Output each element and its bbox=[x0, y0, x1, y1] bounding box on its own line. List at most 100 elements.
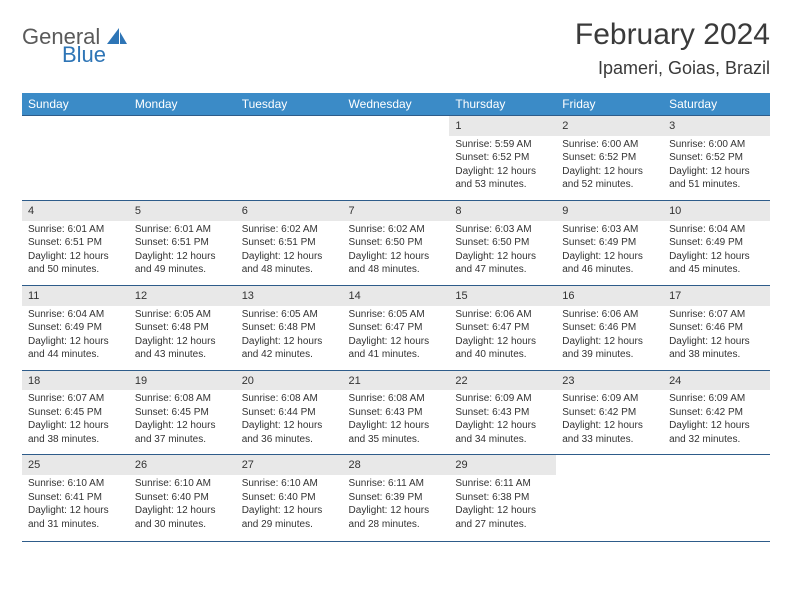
daylight-line: Daylight: 12 hours and 42 minutes. bbox=[242, 335, 337, 362]
sunset-line: Sunset: 6:49 PM bbox=[562, 236, 657, 250]
daylight-line: Daylight: 12 hours and 52 minutes. bbox=[562, 165, 657, 192]
day-data-cell: Sunrise: 6:09 AMSunset: 6:42 PMDaylight:… bbox=[663, 390, 770, 455]
daynum-cell: 25 bbox=[22, 455, 129, 475]
day-data-cell: Sunrise: 6:05 AMSunset: 6:48 PMDaylight:… bbox=[129, 306, 236, 371]
daynum-cell: 21 bbox=[343, 370, 450, 390]
sunset-line: Sunset: 6:51 PM bbox=[28, 236, 123, 250]
sunrise-line: Sunrise: 6:08 AM bbox=[135, 392, 230, 406]
sunrise-line: Sunrise: 6:09 AM bbox=[669, 392, 764, 406]
daylight-line: Daylight: 12 hours and 35 minutes. bbox=[349, 419, 444, 446]
sunrise-line: Sunrise: 6:09 AM bbox=[562, 392, 657, 406]
daynum-cell: 4 bbox=[22, 200, 129, 220]
sunrise-line: Sunrise: 6:09 AM bbox=[455, 392, 550, 406]
daylight-line: Daylight: 12 hours and 33 minutes. bbox=[562, 419, 657, 446]
day-data-cell: Sunrise: 6:06 AMSunset: 6:47 PMDaylight:… bbox=[449, 306, 556, 371]
sunset-line: Sunset: 6:52 PM bbox=[455, 151, 550, 165]
day-data-cell: Sunrise: 6:02 AMSunset: 6:50 PMDaylight:… bbox=[343, 221, 450, 286]
location-text: Ipameri, Goias, Brazil bbox=[575, 58, 770, 79]
day-data-cell: Sunrise: 6:05 AMSunset: 6:48 PMDaylight:… bbox=[236, 306, 343, 371]
day-data-cell: Sunrise: 6:11 AMSunset: 6:39 PMDaylight:… bbox=[343, 475, 450, 539]
sunset-line: Sunset: 6:52 PM bbox=[562, 151, 657, 165]
daynum-cell: 27 bbox=[236, 455, 343, 475]
daynum-cell: 26 bbox=[129, 455, 236, 475]
sunrise-line: Sunrise: 6:03 AM bbox=[562, 223, 657, 237]
daynum-cell: 11 bbox=[22, 285, 129, 305]
empty-daynum-cell bbox=[556, 455, 663, 475]
daynum-cell: 12 bbox=[129, 285, 236, 305]
sunset-line: Sunset: 6:43 PM bbox=[455, 406, 550, 420]
sunrise-line: Sunrise: 5:59 AM bbox=[455, 138, 550, 152]
sunrise-line: Sunrise: 6:03 AM bbox=[455, 223, 550, 237]
daynum-cell: 16 bbox=[556, 285, 663, 305]
sunset-line: Sunset: 6:45 PM bbox=[135, 406, 230, 420]
sunrise-line: Sunrise: 6:04 AM bbox=[28, 308, 123, 322]
daynum-row: 18192021222324 bbox=[22, 370, 770, 390]
day-data-cell: Sunrise: 6:09 AMSunset: 6:43 PMDaylight:… bbox=[449, 390, 556, 455]
data-row: Sunrise: 6:04 AMSunset: 6:49 PMDaylight:… bbox=[22, 306, 770, 371]
sunrise-line: Sunrise: 6:11 AM bbox=[349, 477, 444, 491]
daylight-line: Daylight: 12 hours and 48 minutes. bbox=[349, 250, 444, 277]
daynum-cell: 15 bbox=[449, 285, 556, 305]
empty-daynum-cell bbox=[22, 116, 129, 136]
day-data-cell: Sunrise: 6:07 AMSunset: 6:45 PMDaylight:… bbox=[22, 390, 129, 455]
sunrise-line: Sunrise: 6:10 AM bbox=[135, 477, 230, 491]
daylight-line: Daylight: 12 hours and 41 minutes. bbox=[349, 335, 444, 362]
sunset-line: Sunset: 6:44 PM bbox=[242, 406, 337, 420]
sunset-line: Sunset: 6:42 PM bbox=[669, 406, 764, 420]
empty-data-cell bbox=[663, 475, 770, 539]
daylight-line: Daylight: 12 hours and 34 minutes. bbox=[455, 419, 550, 446]
day-data-cell: Sunrise: 6:01 AMSunset: 6:51 PMDaylight:… bbox=[22, 221, 129, 286]
sunset-line: Sunset: 6:49 PM bbox=[669, 236, 764, 250]
sunset-line: Sunset: 6:41 PM bbox=[28, 491, 123, 505]
day-header: Tuesday bbox=[236, 93, 343, 116]
day-data-cell: Sunrise: 6:00 AMSunset: 6:52 PMDaylight:… bbox=[663, 136, 770, 201]
daylight-line: Daylight: 12 hours and 28 minutes. bbox=[349, 504, 444, 531]
sunset-line: Sunset: 6:47 PM bbox=[455, 321, 550, 335]
day-data-cell: Sunrise: 5:59 AMSunset: 6:52 PMDaylight:… bbox=[449, 136, 556, 201]
daylight-line: Daylight: 12 hours and 45 minutes. bbox=[669, 250, 764, 277]
daynum-cell: 29 bbox=[449, 455, 556, 475]
daynum-cell: 8 bbox=[449, 200, 556, 220]
sunset-line: Sunset: 6:46 PM bbox=[562, 321, 657, 335]
daynum-cell: 7 bbox=[343, 200, 450, 220]
day-data-cell: Sunrise: 6:09 AMSunset: 6:42 PMDaylight:… bbox=[556, 390, 663, 455]
sunset-line: Sunset: 6:38 PM bbox=[455, 491, 550, 505]
sunset-line: Sunset: 6:48 PM bbox=[135, 321, 230, 335]
daylight-line: Daylight: 12 hours and 48 minutes. bbox=[242, 250, 337, 277]
daylight-line: Daylight: 12 hours and 44 minutes. bbox=[28, 335, 123, 362]
sunrise-line: Sunrise: 6:05 AM bbox=[242, 308, 337, 322]
day-data-cell: Sunrise: 6:03 AMSunset: 6:50 PMDaylight:… bbox=[449, 221, 556, 286]
day-data-cell: Sunrise: 6:10 AMSunset: 6:41 PMDaylight:… bbox=[22, 475, 129, 539]
daynum-cell: 10 bbox=[663, 200, 770, 220]
empty-data-cell bbox=[343, 136, 450, 201]
daylight-line: Daylight: 12 hours and 47 minutes. bbox=[455, 250, 550, 277]
day-header: Thursday bbox=[449, 93, 556, 116]
sunrise-line: Sunrise: 6:07 AM bbox=[669, 308, 764, 322]
daylight-line: Daylight: 12 hours and 37 minutes. bbox=[135, 419, 230, 446]
header: General Blue February 2024 Ipameri, Goia… bbox=[22, 18, 770, 79]
sunrise-line: Sunrise: 6:05 AM bbox=[135, 308, 230, 322]
daylight-line: Daylight: 12 hours and 30 minutes. bbox=[135, 504, 230, 531]
brand-word-blue: Blue bbox=[62, 42, 106, 68]
daynum-cell: 20 bbox=[236, 370, 343, 390]
empty-daynum-cell bbox=[236, 116, 343, 136]
sunset-line: Sunset: 6:49 PM bbox=[28, 321, 123, 335]
month-title: February 2024 bbox=[575, 18, 770, 52]
sunset-line: Sunset: 6:45 PM bbox=[28, 406, 123, 420]
day-data-cell: Sunrise: 6:01 AMSunset: 6:51 PMDaylight:… bbox=[129, 221, 236, 286]
sunrise-line: Sunrise: 6:10 AM bbox=[28, 477, 123, 491]
day-data-cell: Sunrise: 6:08 AMSunset: 6:44 PMDaylight:… bbox=[236, 390, 343, 455]
sunrise-line: Sunrise: 6:00 AM bbox=[562, 138, 657, 152]
daylight-line: Daylight: 12 hours and 27 minutes. bbox=[455, 504, 550, 531]
empty-data-cell bbox=[22, 136, 129, 201]
daylight-line: Daylight: 12 hours and 31 minutes. bbox=[28, 504, 123, 531]
day-data-cell: Sunrise: 6:04 AMSunset: 6:49 PMDaylight:… bbox=[22, 306, 129, 371]
daynum-cell: 2 bbox=[556, 116, 663, 136]
day-data-cell: Sunrise: 6:07 AMSunset: 6:46 PMDaylight:… bbox=[663, 306, 770, 371]
sunset-line: Sunset: 6:51 PM bbox=[242, 236, 337, 250]
sunrise-line: Sunrise: 6:05 AM bbox=[349, 308, 444, 322]
day-data-cell: Sunrise: 6:00 AMSunset: 6:52 PMDaylight:… bbox=[556, 136, 663, 201]
day-data-cell: Sunrise: 6:06 AMSunset: 6:46 PMDaylight:… bbox=[556, 306, 663, 371]
sunset-line: Sunset: 6:46 PM bbox=[669, 321, 764, 335]
sunrise-line: Sunrise: 6:01 AM bbox=[28, 223, 123, 237]
